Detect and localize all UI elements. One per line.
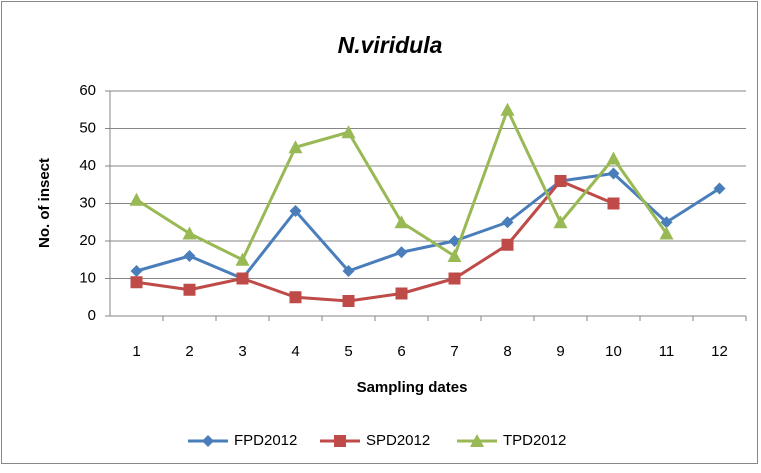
- data-point: [289, 205, 302, 217]
- data-point: [554, 175, 567, 187]
- data-point: [659, 226, 674, 240]
- x-tick-label: 3: [238, 343, 246, 360]
- data-point: [660, 216, 673, 229]
- data-point: [607, 167, 620, 180]
- data-point: [236, 272, 249, 285]
- y-tick-label: 20: [79, 232, 96, 249]
- x-tick-label: 11: [659, 343, 675, 360]
- x-tick-label: 9: [556, 343, 564, 360]
- legend-label: FPD2012: [234, 432, 297, 449]
- data-point: [553, 215, 568, 229]
- series-line: [136, 179, 615, 303]
- y-tick-label: 60: [79, 82, 96, 99]
- data-point: [130, 276, 143, 289]
- y-axis-title: No. of insect: [36, 158, 53, 248]
- data-point: [501, 238, 514, 251]
- data-point: [342, 295, 355, 307]
- chart-frame: [1, 1, 758, 464]
- data-point: [607, 197, 620, 210]
- legend-label: SPD2012: [366, 432, 430, 449]
- data-point: [183, 250, 196, 262]
- x-axis-title: Sampling dates: [357, 379, 468, 396]
- x-tick-label: 4: [291, 343, 299, 360]
- x-tick-label: 1: [132, 343, 140, 360]
- legend-marker: [334, 435, 346, 447]
- data-point: [713, 182, 726, 195]
- data-point: [395, 287, 408, 300]
- y-tick-label: 50: [79, 119, 96, 136]
- y-tick-label: 40: [79, 157, 96, 174]
- y-tick-label: 30: [79, 194, 96, 211]
- chart-title: N.viridula: [338, 32, 443, 58]
- x-tick-label: 2: [185, 343, 193, 360]
- data-point: [183, 283, 196, 296]
- x-tick-label: 6: [397, 343, 405, 360]
- data-point: [395, 246, 408, 259]
- data-point: [500, 102, 515, 116]
- x-tick-label: 7: [450, 343, 458, 360]
- data-point: [342, 265, 355, 277]
- x-tick-label: 5: [344, 343, 352, 360]
- data-point: [394, 215, 409, 229]
- legend-label: TPD2012: [503, 432, 566, 449]
- data-point: [289, 291, 302, 304]
- data-point: [341, 125, 356, 139]
- data-point: [130, 265, 143, 277]
- series-line: [136, 172, 721, 280]
- x-tick-label: 10: [605, 343, 622, 360]
- data-point: [182, 226, 197, 240]
- data-point: [288, 140, 303, 154]
- data-point: [129, 192, 144, 206]
- data-point: [235, 252, 250, 266]
- legend-marker: [470, 434, 484, 447]
- data-point: [501, 216, 514, 229]
- y-tick-label: 10: [79, 269, 96, 286]
- data-point: [447, 249, 462, 262]
- y-tick-label: 0: [88, 307, 96, 324]
- data-point: [448, 272, 461, 285]
- x-tick-label: 12: [711, 343, 728, 360]
- legend-marker: [202, 435, 214, 447]
- data-point: [606, 151, 621, 165]
- x-tick-label: 8: [503, 343, 511, 360]
